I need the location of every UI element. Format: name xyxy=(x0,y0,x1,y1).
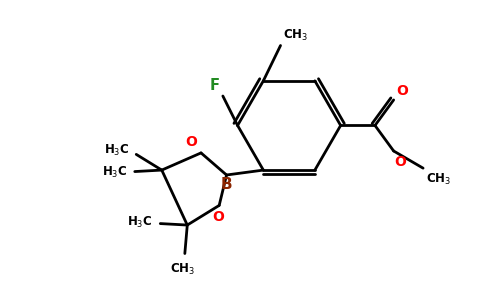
Text: H$_3$C: H$_3$C xyxy=(127,215,153,230)
Text: H$_3$C: H$_3$C xyxy=(105,143,130,158)
Text: H$_3$C: H$_3$C xyxy=(102,165,127,180)
Text: O: O xyxy=(186,136,197,149)
Text: CH$_3$: CH$_3$ xyxy=(425,172,451,187)
Text: CH$_3$: CH$_3$ xyxy=(170,262,195,277)
Text: O: O xyxy=(212,210,224,224)
Text: O: O xyxy=(394,155,407,169)
Text: B: B xyxy=(221,177,232,192)
Text: O: O xyxy=(396,85,408,98)
Text: CH$_3$: CH$_3$ xyxy=(283,28,308,43)
Text: F: F xyxy=(210,78,219,93)
